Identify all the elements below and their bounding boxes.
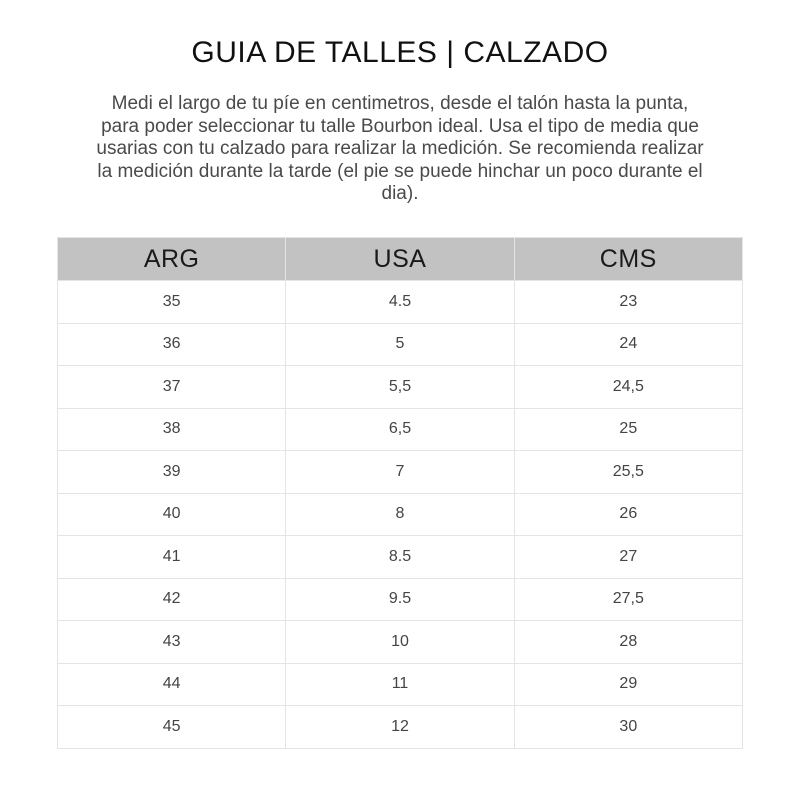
- table-body: 35 4.5 23 36 5 24 37 5,5 24,5 38 6,5 25 …: [56, 280, 744, 749]
- table-row: 43 10 28: [56, 620, 744, 664]
- column-header-usa: USA: [285, 237, 515, 281]
- cell-cms: 28: [513, 620, 744, 664]
- cell-arg: 45: [56, 705, 287, 749]
- table-row: 38 6,5 25: [56, 407, 744, 451]
- cell-arg: 42: [56, 577, 287, 621]
- cell-usa: 4.5: [285, 280, 515, 324]
- cell-cms: 25: [513, 407, 744, 451]
- cell-arg: 44: [56, 662, 287, 706]
- cell-arg: 43: [56, 620, 287, 664]
- column-header-cms: CMS: [513, 237, 744, 281]
- cell-usa: 6,5: [285, 407, 515, 451]
- size-guide-instructions: Medi el largo de tu píe en centimetros, …: [96, 93, 704, 204]
- column-header-arg: ARG: [56, 237, 287, 281]
- table-row: 40 8 26: [56, 492, 744, 536]
- cell-arg: 37: [56, 365, 287, 409]
- cell-arg: 35: [56, 280, 287, 324]
- cell-cms: 30: [513, 705, 744, 749]
- table-row: 35 4.5 23: [56, 280, 744, 324]
- cell-usa: 8.5: [285, 535, 515, 579]
- table-row: 45 12 30: [56, 705, 744, 749]
- cell-cms: 23: [513, 280, 744, 324]
- cell-usa: 12: [285, 705, 515, 749]
- cell-cms: 24,5: [513, 365, 744, 409]
- table-row: 44 11 29: [56, 662, 744, 706]
- cell-usa: 5: [285, 322, 515, 366]
- cell-arg: 38: [56, 407, 287, 451]
- cell-cms: 24: [513, 322, 744, 366]
- cell-usa: 8: [285, 492, 515, 536]
- cell-usa: 5,5: [285, 365, 515, 409]
- table-header-row: ARG USA CMS: [56, 237, 744, 281]
- table-row: 42 9.5 27,5: [56, 577, 744, 621]
- size-chart-table: ARG USA CMS 35 4.5 23 36 5 24 37 5,5 24,…: [56, 237, 744, 749]
- table-header: ARG USA CMS: [56, 237, 744, 281]
- cell-cms: 29: [513, 662, 744, 706]
- table-row: 39 7 25,5: [56, 450, 744, 494]
- cell-arg: 36: [56, 322, 287, 366]
- cell-usa: 11: [285, 662, 515, 706]
- cell-cms: 26: [513, 492, 744, 536]
- table-row: 41 8.5 27: [56, 535, 744, 579]
- table-row: 36 5 24: [56, 322, 744, 366]
- cell-arg: 39: [56, 450, 287, 494]
- page-title: GUIA DE TALLES | CALZADO: [191, 36, 609, 69]
- cell-cms: 27,5: [513, 577, 744, 621]
- cell-cms: 27: [513, 535, 744, 579]
- cell-usa: 9.5: [285, 577, 515, 621]
- table-row: 37 5,5 24,5: [56, 365, 744, 409]
- cell-cms: 25,5: [513, 450, 744, 494]
- cell-usa: 7: [285, 450, 515, 494]
- cell-arg: 40: [56, 492, 287, 536]
- cell-arg: 41: [56, 535, 287, 579]
- cell-usa: 10: [285, 620, 515, 664]
